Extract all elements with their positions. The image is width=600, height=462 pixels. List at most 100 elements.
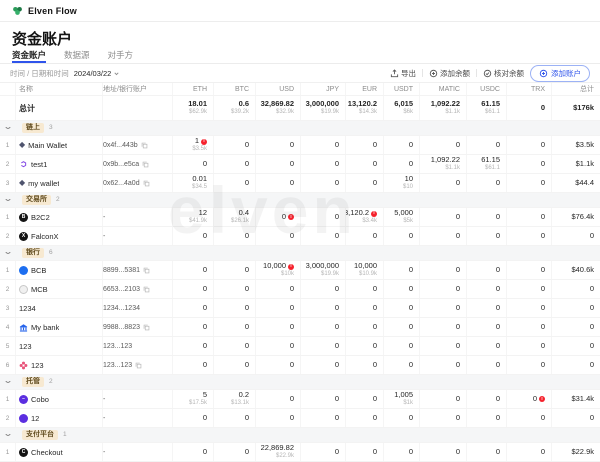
table-row: 2 X FalconX -0 0 0 0 0 0 0 0 0 0: [0, 227, 600, 246]
account-address: 8899...5381: [103, 261, 173, 279]
date-filter-value[interactable]: 2024/03/22: [74, 69, 121, 78]
cell-jpy: 0: [301, 280, 346, 298]
group-collapse[interactable]: [0, 127, 16, 129]
cell-subvalue: $10k: [280, 270, 294, 277]
cell-value: 32,869.82: [260, 99, 294, 109]
cell-value: 12: [198, 208, 207, 218]
cell-value: 0: [455, 139, 460, 149]
mcb-icon: [19, 284, 28, 294]
row-index-header: [0, 83, 16, 95]
cell-value: 0: [540, 283, 545, 293]
cell-value: 0: [244, 359, 249, 369]
account-name-text: Checkout: [31, 447, 63, 457]
toolbar-divider: [422, 69, 423, 77]
cell-subvalue: $6k: [403, 108, 413, 115]
cell-value: 0: [540, 211, 545, 221]
table-row: 1 B B2C2-12 $41.9k 0.4 $26.1k 0! 0 3,120.2! $3.4k…: [0, 208, 600, 227]
account-address-text: 123...123: [103, 361, 133, 369]
account-name-text: Main Wallet: [28, 140, 68, 150]
reconcile-balance-button[interactable]: 核对余额: [483, 68, 524, 79]
cell-value: 0: [202, 302, 207, 312]
cell-eth: 0: [173, 443, 214, 461]
cell-value: 0: [244, 302, 249, 312]
cell-jpy: 0: [301, 337, 346, 355]
cell-value: 22,869.82: [260, 443, 294, 453]
chevron-down-icon[interactable]: [5, 434, 11, 436]
cell-usd: 0!: [256, 208, 301, 226]
chevron-down-icon[interactable]: [5, 127, 11, 129]
cell-value: 10,000: [354, 261, 377, 271]
add-balance-icon: [429, 69, 438, 78]
cell-value: 0: [540, 139, 545, 149]
account-name-text: MCB: [31, 284, 48, 294]
cell-value: 0: [408, 412, 413, 422]
cell-value: 0: [289, 139, 294, 149]
account-address-text: 0x62...4a0d: [103, 179, 140, 187]
cell-usdc: 0: [467, 409, 507, 427]
group-info: 链上 3: [16, 122, 600, 134]
tab-fund-accounts[interactable]: 资金账户: [12, 48, 47, 63]
cell-btc: 0: [214, 280, 256, 298]
tab-data-sources[interactable]: 数据源: [64, 49, 90, 60]
copy-icon[interactable]: [135, 362, 142, 369]
row-index: [0, 96, 16, 120]
cell-value: $22.9k: [571, 446, 594, 456]
cell-value: 0: [455, 393, 460, 403]
copy-icon[interactable]: [143, 286, 150, 293]
cell-usdt: 0: [384, 299, 420, 317]
cell-value: 5,000: [394, 208, 413, 218]
copy-icon[interactable]: [141, 142, 148, 149]
account-address-text: 8899...5381: [103, 266, 140, 274]
toolbar-divider: [476, 69, 477, 77]
cell-usdc: 0: [467, 227, 507, 245]
cell-subvalue: $17.5k: [188, 399, 207, 406]
group-collapse[interactable]: [0, 252, 16, 254]
chevron-down-icon[interactable]: [5, 381, 11, 383]
copy-icon[interactable]: [142, 161, 149, 168]
totals-label: 总计: [16, 96, 103, 120]
table-row: 2 12 - 0 0 0 0 0 0 0 0 0 0: [0, 409, 600, 428]
cell-usdt: 0: [384, 356, 420, 374]
cell-trx: 0: [507, 261, 552, 279]
copy-icon[interactable]: [143, 267, 150, 274]
cell-value: 0: [408, 230, 413, 240]
group-collapse[interactable]: [0, 381, 16, 383]
cell-btc: 0.4 $26.1k: [214, 208, 256, 226]
add-balance-button[interactable]: 添加余额: [429, 68, 470, 79]
cell-jpy: 0: [301, 299, 346, 317]
cell-value: 0.6: [238, 99, 249, 109]
cell-value: 0: [372, 158, 377, 168]
cell-value: 0: [455, 412, 460, 422]
cell-usd: 0: [256, 136, 301, 154]
chevron-down-icon[interactable]: [5, 252, 11, 254]
cell-value: 5: [202, 390, 207, 400]
group-count: 1: [63, 431, 67, 439]
cell-usdt: 0: [384, 155, 420, 173]
cell-value: 0: [334, 446, 339, 456]
copy-icon[interactable]: [143, 180, 150, 187]
cell-usdt: 0: [384, 409, 420, 427]
tab-counterparties[interactable]: 对手方: [107, 49, 134, 60]
cell-subvalue: $22.9k: [275, 452, 294, 459]
cell-matic: 0: [420, 409, 467, 427]
cell-value: 0: [244, 283, 249, 293]
row-index: 5: [0, 337, 16, 355]
column-header-name: 名称: [16, 83, 103, 95]
cell-value: 0: [495, 211, 500, 221]
cell-value: 0: [244, 446, 249, 456]
cell-btc: 0: [214, 261, 256, 279]
cell-usdt: 6,015 $6k: [384, 96, 420, 120]
cell-value: 0: [408, 302, 413, 312]
group-collapse[interactable]: [0, 199, 16, 201]
cell-matic: 1,092.22 $1.1k: [420, 155, 467, 173]
export-button[interactable]: 导出: [390, 68, 416, 79]
add-account-button[interactable]: 添加账户: [530, 64, 590, 82]
copy-icon[interactable]: [143, 324, 150, 331]
cell-jpy: 3,000,000 $19.9k: [301, 261, 346, 279]
group-collapse[interactable]: [0, 434, 16, 436]
column-header-address: 地址/银行账户: [103, 83, 173, 95]
chevron-down-icon[interactable]: [5, 199, 11, 201]
cell-btc: 0: [214, 443, 256, 461]
cell-btc: 0.6 $39.2k: [214, 96, 256, 120]
cell-subvalue: $5k: [403, 217, 413, 224]
